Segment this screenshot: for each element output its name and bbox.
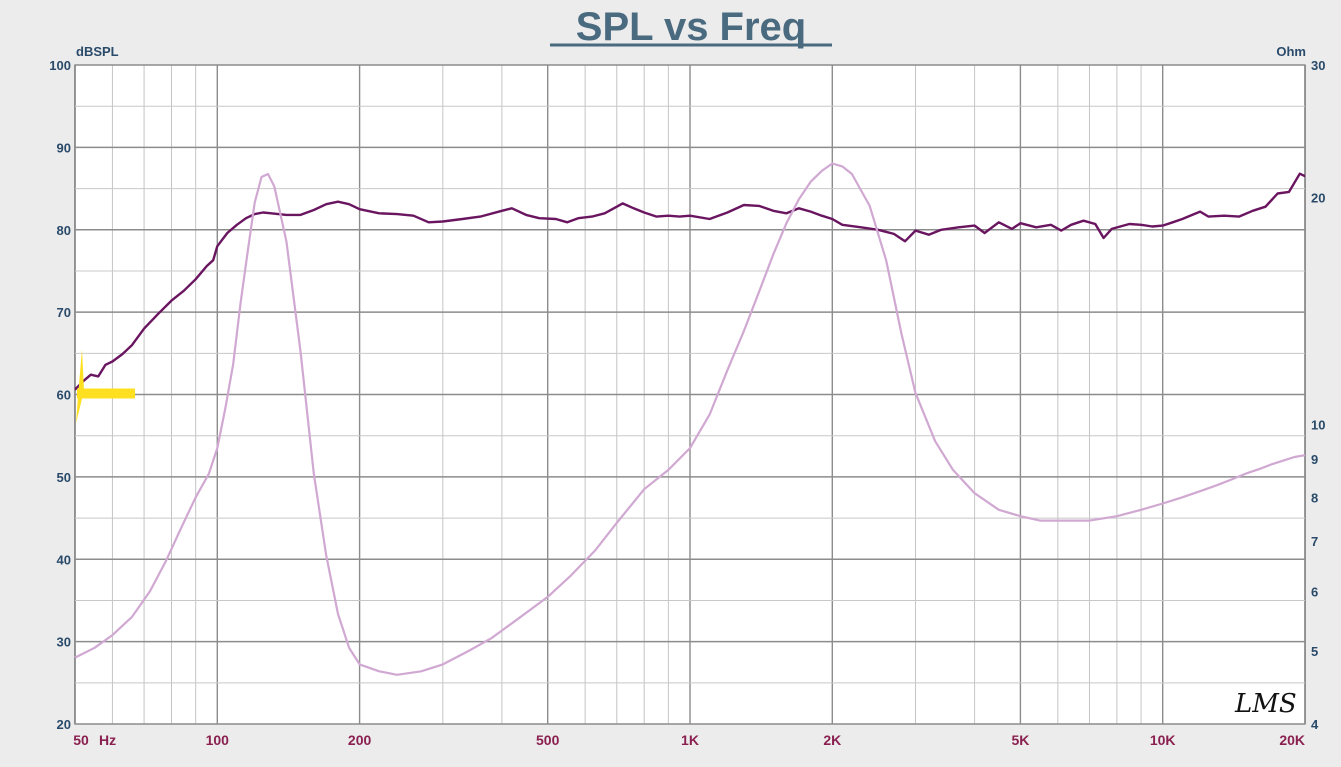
x-unit-label: Hz [99, 732, 116, 748]
lms-logo: LMS [1234, 689, 1297, 719]
y-right-tick-label: 20 [1311, 191, 1325, 206]
y-left-tick-label: 90 [57, 140, 71, 155]
x-tick-label: 5K [1011, 732, 1029, 748]
spl-curve [74, 172, 1306, 391]
axis-ticks: 20 30 40 50 60 70 80 90 100 4 5 6 7 8 9 10 20 30 50 100 200 5… [49, 58, 1325, 748]
y-right-tick-label: 5 [1311, 644, 1318, 659]
y-left-tick-label: 80 [57, 223, 71, 238]
x-tick-label: 500 [536, 732, 560, 748]
marker-bar [77, 388, 135, 399]
impedance-curve [74, 162, 1306, 676]
x-tick-label: 1K [681, 732, 699, 748]
x-tick-label: 2K [823, 732, 841, 748]
marker-spike [76, 349, 84, 424]
grid [75, 64, 1305, 725]
series-layer [74, 162, 1306, 676]
x-tick-label: 10K [1150, 732, 1176, 748]
y-left-tick-label: 100 [49, 58, 71, 73]
y-right-tick-label: 8 [1311, 490, 1318, 505]
chart-title: SPL vs Freq [576, 5, 806, 49]
x-tick-label: 20K [1279, 732, 1305, 748]
y-right-tick-label: 9 [1311, 452, 1318, 467]
y-left-tick-label: 70 [57, 305, 71, 320]
y-right-unit-label: Ohm [1276, 44, 1306, 59]
y-left-tick-label: 50 [57, 470, 71, 485]
y-right-tick-label: 10 [1311, 417, 1325, 432]
y-left-tick-label: 40 [57, 552, 71, 567]
y-right-tick-label: 6 [1311, 584, 1318, 599]
x-tick-label: 100 [206, 732, 230, 748]
y-left-unit-label: dBSPL [76, 44, 119, 59]
measurement-marker [76, 349, 135, 424]
y-right-tick-label: 7 [1311, 534, 1318, 549]
y-left-tick-label: 30 [57, 635, 71, 650]
y-right-tick-label: 30 [1311, 58, 1325, 73]
x-tick-label: 50 [73, 732, 89, 748]
y-left-tick-label: 20 [57, 717, 71, 732]
y-left-tick-label: 60 [57, 388, 71, 403]
x-tick-label: 200 [348, 732, 372, 748]
y-right-tick-label: 4 [1311, 717, 1319, 732]
